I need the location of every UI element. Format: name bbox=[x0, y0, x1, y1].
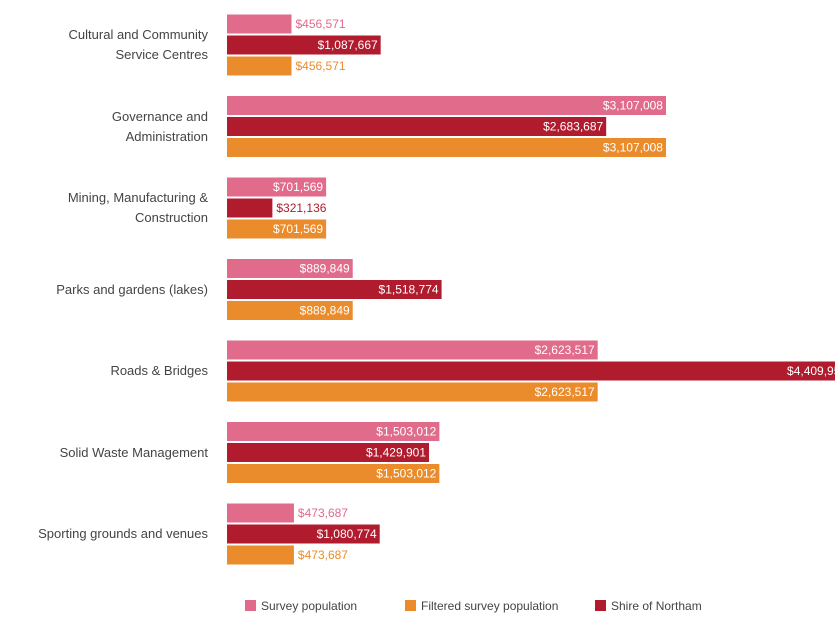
value-label: $889,849 bbox=[300, 262, 350, 276]
category-label: Roads & Bridges bbox=[110, 363, 208, 378]
legend-swatch bbox=[245, 600, 256, 611]
value-label: $4,409,950 bbox=[787, 364, 835, 378]
value-label: $1,503,012 bbox=[376, 467, 436, 481]
value-label: $456,571 bbox=[296, 59, 346, 73]
value-label: $701,569 bbox=[273, 222, 323, 236]
category-label: Governance and Administration bbox=[111, 108, 208, 144]
legend-swatch bbox=[595, 600, 606, 611]
bar bbox=[227, 340, 598, 360]
value-label: $1,503,012 bbox=[376, 425, 436, 439]
bar bbox=[227, 138, 666, 157]
bar bbox=[227, 177, 327, 197]
value-label: $321,136 bbox=[276, 201, 326, 215]
bar bbox=[227, 259, 353, 278]
bar bbox=[227, 35, 381, 55]
value-label: $3,107,008 bbox=[603, 99, 663, 113]
bar bbox=[227, 361, 835, 381]
value-label: $3,107,008 bbox=[603, 141, 663, 155]
category-label: Parks and gardens (lakes) bbox=[56, 281, 208, 297]
legend-label: Filtered survey population bbox=[421, 599, 558, 613]
value-label: $2,623,517 bbox=[535, 385, 595, 399]
value-label: $1,087,667 bbox=[318, 38, 378, 52]
legend-swatch bbox=[405, 600, 416, 611]
value-label: $1,518,774 bbox=[379, 283, 439, 297]
value-label: $1,080,774 bbox=[317, 527, 377, 541]
legend-label: Survey population bbox=[261, 599, 357, 613]
category-label: Sporting grounds and venues bbox=[38, 526, 208, 541]
value-label: $889,849 bbox=[300, 304, 350, 318]
legend-label: Shire of Northam bbox=[611, 599, 702, 613]
value-label: $1,429,901 bbox=[366, 446, 426, 460]
category-label: Mining, Manufacturing & Construction bbox=[67, 190, 208, 225]
value-label: $473,687 bbox=[298, 506, 348, 520]
value-label: $2,623,517 bbox=[535, 343, 595, 357]
value-label: $701,569 bbox=[273, 180, 323, 194]
bar bbox=[227, 198, 273, 218]
bar bbox=[227, 280, 442, 299]
bar bbox=[227, 56, 292, 76]
value-label: $473,687 bbox=[298, 548, 348, 562]
bar bbox=[227, 96, 666, 115]
bar bbox=[227, 301, 353, 320]
bar bbox=[227, 464, 440, 483]
bar bbox=[227, 117, 607, 136]
value-label: $456,571 bbox=[296, 17, 346, 31]
bar bbox=[227, 524, 380, 544]
category-label: Solid Waste Management bbox=[59, 444, 208, 460]
bar bbox=[227, 14, 292, 34]
bar bbox=[227, 545, 294, 565]
bar bbox=[227, 219, 327, 239]
bar bbox=[227, 422, 440, 441]
category-label: Cultural and Community Service Centres bbox=[68, 27, 208, 62]
value-label: $2,683,687 bbox=[543, 120, 603, 134]
bar bbox=[227, 382, 598, 402]
bar bbox=[227, 503, 294, 523]
bar bbox=[227, 443, 430, 462]
